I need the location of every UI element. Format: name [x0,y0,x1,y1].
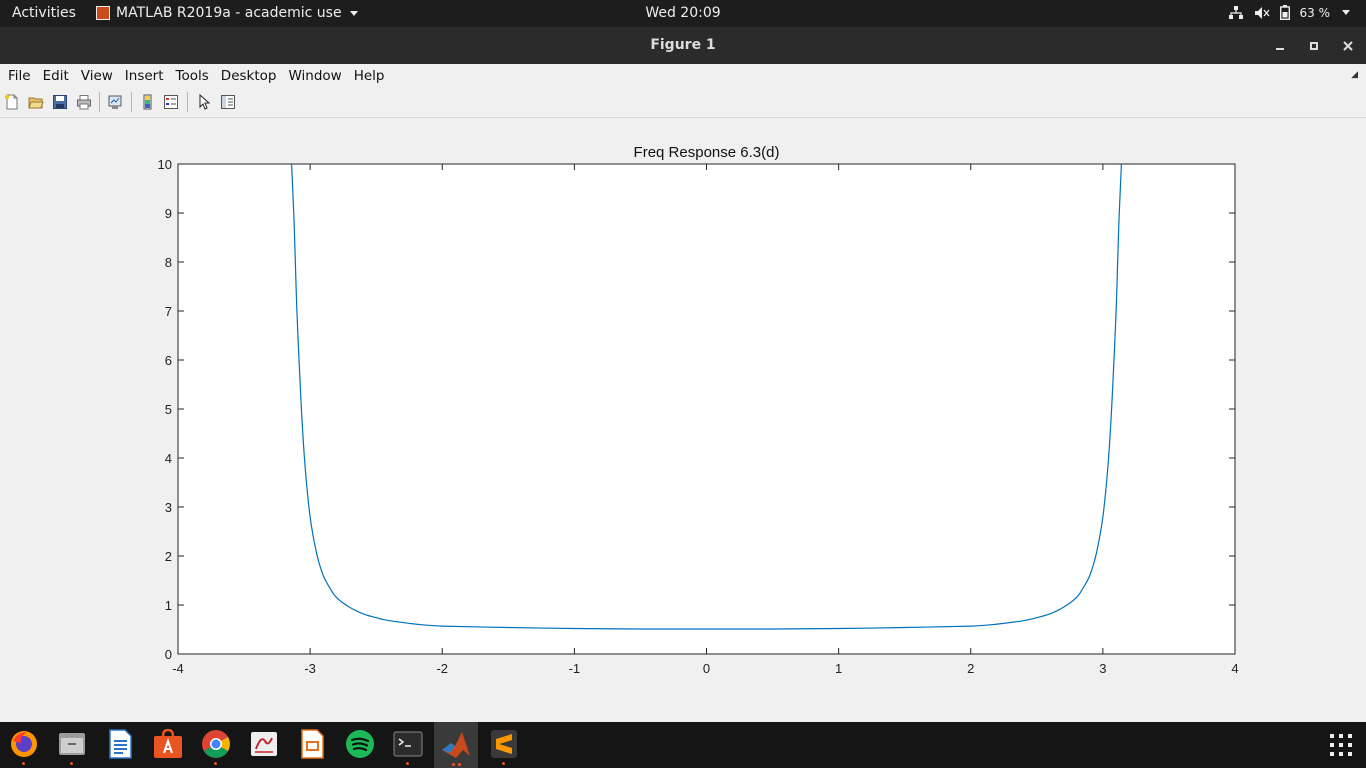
dock-figure-icon[interactable]: ◢ [1351,70,1358,80]
x-tick-label: 0 [703,661,710,676]
app-menu-label: MATLAB R2019a - academic use [116,5,342,21]
system-tray[interactable]: 63 % [1228,5,1350,20]
y-tick-label: 7 [165,304,172,319]
x-tick-label: 2 [967,661,974,676]
close-button[interactable] [1337,35,1359,57]
x-tick-label: 3 [1099,661,1106,676]
axis-ticks [177,163,1236,655]
menu-view[interactable]: View [80,68,113,84]
y-tick-label: 3 [165,500,172,515]
x-tick-label: -1 [569,661,581,676]
spotify-icon[interactable] [345,729,375,759]
toolbar-separator [187,92,188,112]
plot-title: Freq Response 6.3(d) [634,144,780,161]
x-tick-label: -2 [436,661,448,676]
files-icon[interactable] [57,729,87,765]
x-tick-label: 4 [1231,661,1238,676]
maximize-icon [1310,42,1318,50]
menu-help[interactable]: Help [353,68,385,84]
figure-canvas: -4 -3 -2 -1 0 1 2 3 4 0 1 2 3 4 5 6 7 8 9 10 Freq Response … [0,118,1366,722]
running-indicator [406,762,409,765]
minimize-icon [1276,48,1284,50]
close-icon [1343,41,1353,51]
menu-file[interactable]: File [8,68,31,84]
taskbar-dock [0,722,1366,768]
plot[interactable]: -4 -3 -2 -1 0 1 2 3 4 0 1 2 3 4 5 6 7 8 9 10 Freq Response … [0,118,1366,722]
insert-colorbar-icon[interactable] [140,94,156,110]
system-menu-chevron-icon [1342,10,1350,15]
battery-icon [1279,5,1290,20]
save-icon[interactable] [52,94,68,110]
terminal-icon[interactable] [393,729,423,765]
window-title: Figure 1 [650,37,716,53]
running-indicator [452,763,455,766]
writer-icon[interactable] [105,729,135,759]
property-inspector-icon[interactable] [220,94,236,110]
insert-legend-icon[interactable] [163,94,179,110]
menu-bar: File Edit View Insert Tools Desktop Wind… [0,64,1366,88]
y-tick-label: 8 [165,255,172,270]
document-viewer-icon[interactable] [249,729,279,759]
y-tick-label: 1 [165,598,172,613]
running-indicator [22,762,25,765]
toolbar-separator [99,92,100,112]
y-tick-label: 5 [165,402,172,417]
show-applications-icon[interactable] [1330,734,1352,756]
matlab-app-icon [96,6,110,20]
axes-box[interactable] [177,163,1236,655]
menu-edit[interactable]: Edit [42,68,69,84]
sublime-text-icon[interactable] [489,729,519,765]
x-tick-label: -4 [172,661,184,676]
maximize-button[interactable] [1303,35,1325,57]
y-tick-label: 2 [165,549,172,564]
new-figure-icon[interactable] [4,94,20,110]
open-file-icon[interactable] [28,94,44,110]
app-menu[interactable]: MATLAB R2019a - academic use [96,5,358,21]
edit-plot-arrow-icon[interactable] [196,94,212,110]
print-icon[interactable] [76,94,92,110]
activities-button[interactable]: Activities [12,5,76,21]
menu-insert[interactable]: Insert [124,68,164,84]
y-tick-label: 4 [165,451,172,466]
network-icon [1228,5,1243,19]
running-indicator [70,762,73,765]
y-tick-label: 6 [165,353,172,368]
running-indicator [214,762,217,765]
axis-tick-labels: -4 -3 -2 -1 0 1 2 3 4 0 1 2 3 4 5 6 7 8 9 10 [158,157,1239,676]
matlab-icon[interactable] [434,722,478,768]
y-tick-label: 9 [165,206,172,221]
toolbar-separator [131,92,132,112]
minimize-button[interactable] [1269,35,1291,57]
firefox-icon[interactable] [9,729,39,765]
clock[interactable]: Wed 20:09 [645,5,721,21]
y-tick-label: 10 [158,157,172,172]
x-tick-label: -3 [304,661,316,676]
figure-toolbar [0,88,1366,118]
menu-desktop[interactable]: Desktop [220,68,277,84]
series-line [291,163,1122,630]
x-tick-label: 1 [835,661,842,676]
window-title-bar[interactable]: Figure 1 [0,27,1366,64]
link-plot-icon[interactable] [107,94,123,110]
impress-icon[interactable] [297,729,327,759]
battery-percentage: 63 % [1299,5,1331,20]
menu-window[interactable]: Window [288,68,342,84]
y-tick-label: 0 [165,647,172,662]
running-indicator [458,763,461,766]
chrome-icon[interactable] [201,729,231,765]
chevron-down-icon [349,10,358,16]
menu-tools[interactable]: Tools [175,68,209,84]
volume-muted-icon [1254,6,1269,19]
software-center-icon[interactable] [153,728,183,759]
running-indicator [502,762,505,765]
gnome-top-bar: Activities MATLAB R2019a - academic use … [0,0,1366,27]
